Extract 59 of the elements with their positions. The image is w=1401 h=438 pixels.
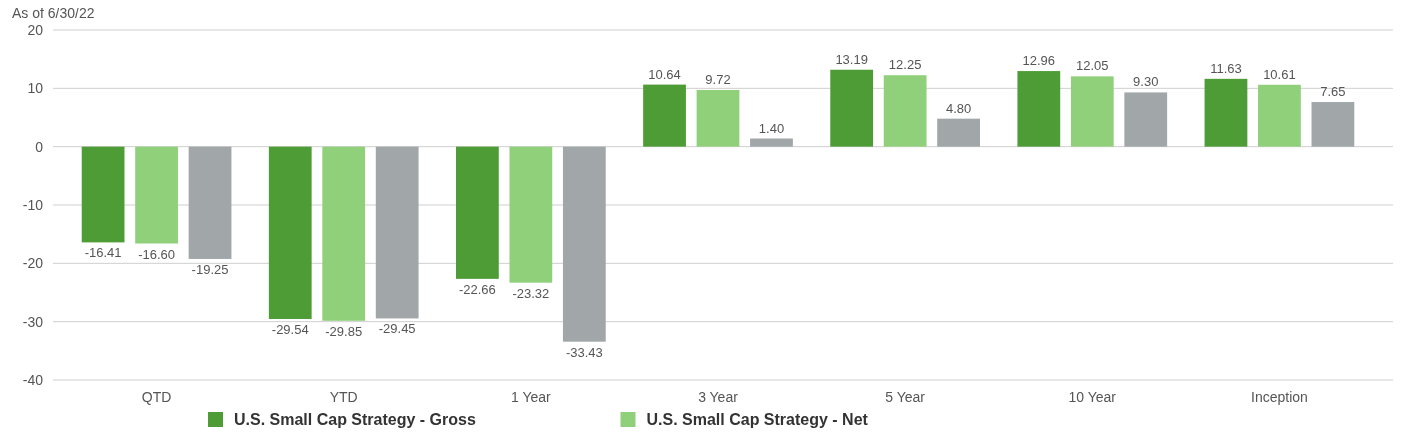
bar (562, 146, 606, 342)
bar (883, 75, 927, 147)
data-label: 11.63 (1210, 60, 1242, 76)
bar (1258, 84, 1301, 147)
data-label: 12.25 (888, 57, 922, 73)
y-tick-label: 0 (35, 138, 44, 155)
data-label: 1.40 (758, 120, 785, 136)
bar (643, 84, 686, 147)
data-label: -29.85 (325, 323, 363, 339)
bar (750, 138, 793, 147)
bar (188, 146, 232, 259)
x-tick-label: 10 Year (1068, 389, 1117, 405)
data-label: 7.65 (1320, 84, 1346, 100)
bar (937, 118, 980, 147)
data-label: -23.32 (512, 285, 550, 301)
data-label: 9.72 (705, 71, 731, 87)
bar (830, 69, 874, 147)
bar (1311, 102, 1355, 147)
data-label: 10.64 (648, 66, 681, 82)
data-label: -29.54 (271, 321, 309, 337)
bar (268, 146, 312, 319)
legend-label: U.S. Small Cap Strategy - Net (646, 411, 869, 428)
bar (1070, 76, 1114, 147)
data-label: -16.60 (138, 246, 176, 262)
x-tick-label: 5 Year (885, 389, 926, 405)
y-tick-label: -20 (22, 255, 44, 272)
chart-subtitle: As of 6/30/22 (12, 5, 95, 21)
data-label: 4.80 (945, 100, 972, 116)
data-label: -19.25 (191, 261, 229, 277)
data-label: 9.30 (1133, 74, 1159, 90)
bar (1124, 92, 1168, 147)
y-tick-label: -10 (22, 197, 44, 213)
bar (696, 89, 740, 147)
y-tick-label: 20 (27, 22, 44, 38)
x-tick-label: Inception (1251, 389, 1308, 405)
bar (322, 146, 366, 321)
data-label: 12.96 (1022, 53, 1056, 69)
x-tick-label: 3 Year (698, 389, 739, 405)
data-label: 12.05 (1076, 58, 1109, 74)
y-tick-label: -40 (22, 372, 44, 388)
bar (1017, 71, 1061, 147)
bar (81, 146, 125, 243)
data-label: 13.19 (835, 51, 868, 67)
bar (456, 146, 499, 279)
data-label: -16.41 (84, 245, 122, 261)
bar (1204, 78, 1248, 147)
x-tick-label: 1 Year (511, 389, 552, 405)
bar (509, 146, 553, 283)
x-tick-label: QTD (141, 389, 172, 405)
data-label: -22.66 (458, 281, 496, 297)
data-label: -29.45 (378, 321, 416, 337)
y-tick-label: -30 (22, 313, 44, 330)
x-tick-label: YTD (329, 389, 358, 405)
legend-label: U.S. Small Cap Strategy - Gross (234, 411, 476, 428)
data-label: -33.43 (565, 344, 603, 360)
y-tick-label: 10 (27, 80, 44, 97)
bar (375, 146, 419, 319)
bar (135, 146, 178, 244)
data-label: 10.61 (1263, 66, 1296, 82)
